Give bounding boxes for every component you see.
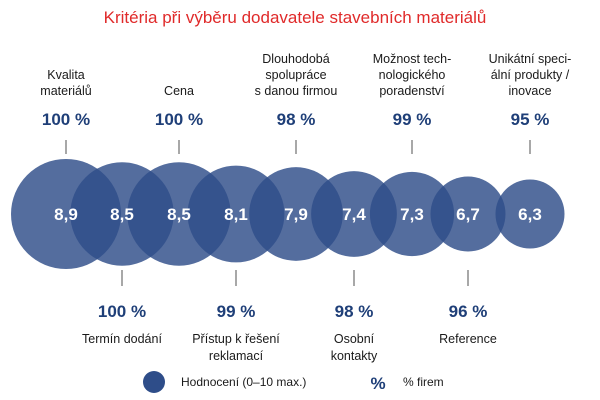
value-labels: 8,9 8,5 8,5 8,1 7,9 7,4 7,3 6,7 6,3 xyxy=(54,205,542,224)
criterion-label-dlouhodoba-spoluprace-s-danou-firmou: Dlouhodobá spolupráce s danou firmou xyxy=(255,52,338,98)
criterion-label-cena: Cena xyxy=(164,84,194,98)
legend-rating-swatch xyxy=(143,371,165,393)
percent-label-cena: 100 % xyxy=(155,110,203,129)
value-label-termin-dodani: 8,5 xyxy=(110,205,134,224)
value-label-osobni-kontakty: 7,4 xyxy=(342,205,366,224)
chart-title: Kritéria při výběru dodavatele stavebníc… xyxy=(104,8,487,27)
percent-label-dlouhodoba-spoluprace-s-danou-firmou: 98 % xyxy=(277,110,316,129)
legend-rating-label: Hodnocení (0–10 max.) xyxy=(181,375,306,389)
connector-lines xyxy=(65,140,531,286)
percent-labels: 100 % 100 % 100 % 99 % 98 % 98 % 99 % 96 % 95 % xyxy=(42,110,549,321)
percent-label-osobni-kontakty: 98 % xyxy=(335,302,374,321)
criterion-label-osobni-kontakty: Osobní kontakty xyxy=(331,332,378,363)
bubble-osobni-kontakty xyxy=(311,171,397,257)
bubble-moznost-tech-nologickeho-poradenstvi xyxy=(369,171,455,257)
bubbles xyxy=(11,159,565,269)
value-label-pristup-k-reseni-reklamaci: 8,1 xyxy=(224,205,248,224)
legend: Hodnocení (0–10 max.) % % firem xyxy=(143,371,444,393)
criterion-label-reference: Reference xyxy=(439,332,497,346)
percent-label-moznost-tech-nologickeho-poradenstvi: 99 % xyxy=(393,110,432,129)
criterion-label-pristup-k-reseni-reklamaci: Přístup k řešení reklamací xyxy=(192,332,280,363)
criterion-label-kvalita-materialu: Kvalita materiálů xyxy=(40,68,91,98)
value-label-moznost-tech-nologickeho-poradenstvi: 7,3 xyxy=(400,205,424,224)
legend-percent-symbol: % xyxy=(370,374,385,393)
value-label-kvalita-materialu: 8,9 xyxy=(54,205,78,224)
value-label-unikatni-speci-alni-produkty-inovace: 6,3 xyxy=(518,205,542,224)
criterion-label-unikatni-speci-alni-produkty-inovace: Unikátní speci-ální produkty / inovace xyxy=(489,52,572,98)
bubble-unikatni-speci-alni-produkty-inovace xyxy=(495,179,565,249)
percent-label-reference: 96 % xyxy=(449,302,488,321)
legend-percent-label: % firem xyxy=(403,375,444,389)
criterion-labels: Kvalita materiálů Termín dodání Cena Přístup… xyxy=(40,52,571,363)
percent-label-kvalita-materialu: 100 % xyxy=(42,110,90,129)
percent-label-pristup-k-reseni-reklamaci: 99 % xyxy=(217,302,256,321)
value-label-cena: 8,5 xyxy=(167,205,191,224)
bubble-reference xyxy=(430,176,506,252)
percent-label-termin-dodani: 100 % xyxy=(98,302,146,321)
value-label-reference: 6,7 xyxy=(456,205,480,224)
criterion-label-termin-dodani: Termín dodání xyxy=(82,332,162,346)
value-label-dlouhodoba-spoluprace-s-danou-firmou: 7,9 xyxy=(284,205,308,224)
percent-label-unikatni-speci-alni-produkty-inovace: 95 % xyxy=(511,110,550,129)
criterion-label-moznost-tech-nologickeho-poradenstvi: Možnost tech-nologického poradenství xyxy=(373,52,452,98)
